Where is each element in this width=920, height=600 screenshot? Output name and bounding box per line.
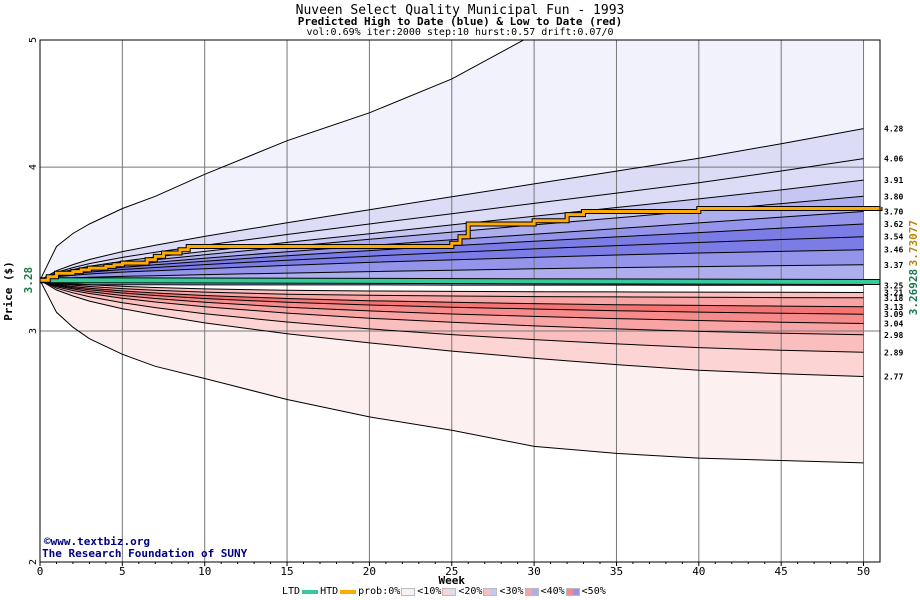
lower-quantile-line-4 <box>40 279 864 324</box>
legend-20-label: <20% <box>458 586 483 597</box>
legend-30-label: <30% <box>499 586 524 597</box>
lower-quantile-line-0 <box>40 279 864 293</box>
x-tick-label: 45 <box>775 565 788 578</box>
upper-quantile-label: 3.25 <box>884 281 903 290</box>
lower-quantile-label: 2.89 <box>884 348 903 357</box>
lower-quantile-label: 2.98 <box>884 331 903 340</box>
lower-quantile-label: 3.04 <box>884 319 903 328</box>
upper-quantile-line-7 <box>40 179 864 281</box>
x-tick-label: 25 <box>445 565 458 578</box>
chart-title: Nuveen Select Quality Municipal Fun - 19… <box>295 3 625 18</box>
credit-website: ©www.textbiz.org <box>44 535 150 548</box>
lower-quantile-line-1 <box>40 279 864 299</box>
chart-legend: LTD HTD prob:0% <10% <20% <30% <40% <50% <box>282 586 606 597</box>
x-tick-label: 20 <box>363 565 376 578</box>
upper-quantile-label: 3.80 <box>884 192 903 201</box>
upper-quantile-line-9 <box>40 128 864 281</box>
legend-htd-label: HTD <box>320 586 339 597</box>
y-axis-label: Price ($) <box>2 261 15 321</box>
lower-quantile-label: 3.21 <box>884 288 903 297</box>
upper-quantile-label: 3.91 <box>884 176 903 185</box>
upper-quantile-label: 3.62 <box>884 220 903 229</box>
simulation-parameters: vol:0.69% iter:2000 step:10 hurst:0.57 d… <box>306 27 614 38</box>
upper-quantile-label: 3.37 <box>884 261 903 270</box>
x-tick-label: 50 <box>857 565 870 578</box>
red-band-5 <box>40 280 864 315</box>
upper-quantile-line-2 <box>40 249 864 281</box>
x-tick-label: 35 <box>610 565 623 578</box>
ltd-path <box>39 278 881 284</box>
legend-40-label: <40% <box>540 586 565 597</box>
red-band-4 <box>40 280 864 324</box>
ltd-final-label: 3.26928 <box>907 269 920 315</box>
legend-10-swatch <box>401 587 416 596</box>
lower-quantile-line-2 <box>40 279 864 308</box>
upper-quantile-line-10 <box>40 40 525 281</box>
lower-quantile-label: 3.13 <box>884 303 903 312</box>
htd-path <box>40 206 882 282</box>
upper-quantile-line-8 <box>40 158 864 281</box>
x-tick-label: 10 <box>198 565 211 578</box>
x-tick-label: 40 <box>692 565 705 578</box>
x-axis-label: Week <box>439 574 466 587</box>
lower-quantile-label: 2.77 <box>884 372 903 381</box>
legend-20-swatch <box>442 587 457 596</box>
chart-subtitle: Predicted High to Date (blue) & Low to D… <box>297 15 623 28</box>
y-tick-label: 2 <box>28 559 39 565</box>
y-tick-label: 4 <box>28 164 39 170</box>
credit-organization: The Research Foundation of SUNY <box>42 547 248 560</box>
upper-quantile-label: 3.54 <box>884 233 903 242</box>
legend-ltd-label: LTD <box>282 586 301 597</box>
x-tick-label: 0 <box>37 565 44 578</box>
y-tick-label: 5 <box>28 37 39 43</box>
legend-50-swatch <box>565 587 580 596</box>
upper-quantile-label: 3.46 <box>884 246 903 255</box>
lower-quantile-line-3 <box>40 279 864 315</box>
legend-prob-label: prob:0% <box>358 586 401 597</box>
upper-quantile-label: 4.06 <box>884 155 903 164</box>
lower-quantile-line-8 <box>40 279 864 464</box>
lower-quantile-label: 3.18 <box>884 294 903 303</box>
lower-quantile-line-7 <box>40 279 864 377</box>
legend-htd-swatch <box>340 589 357 594</box>
x-tick-label: 30 <box>527 565 540 578</box>
chart-labels: 3.25 3.37 3.46 3.54 3.62 3.70 3.80 3.91 4.06 4.28… <box>42 125 920 560</box>
lower-quantile-label: 3.09 <box>884 310 903 319</box>
start-price-label: 3.28 <box>22 267 35 294</box>
upper-quantile-line-0 <box>40 279 864 286</box>
legend-30-swatch <box>483 587 498 596</box>
x-tick-label: 15 <box>280 565 293 578</box>
y-tick-label: 3 <box>28 328 39 334</box>
legend-ltd-swatch <box>302 589 319 594</box>
upper-quantile-label: 3.70 <box>884 208 903 217</box>
plot-frame <box>39 39 881 563</box>
x-tick-label: 5 <box>119 565 126 578</box>
legend-10-label: <10% <box>417 586 442 597</box>
htd-final-label: 3.73077 <box>907 220 920 266</box>
legend-50-label: <50% <box>581 586 606 597</box>
lower-quantile-line-5 <box>40 279 864 336</box>
price-paths <box>39 206 883 285</box>
lower-quantile-line-6 <box>40 279 864 353</box>
legend-40-swatch <box>524 587 539 596</box>
upper-quantile-label: 4.28 <box>884 125 903 134</box>
